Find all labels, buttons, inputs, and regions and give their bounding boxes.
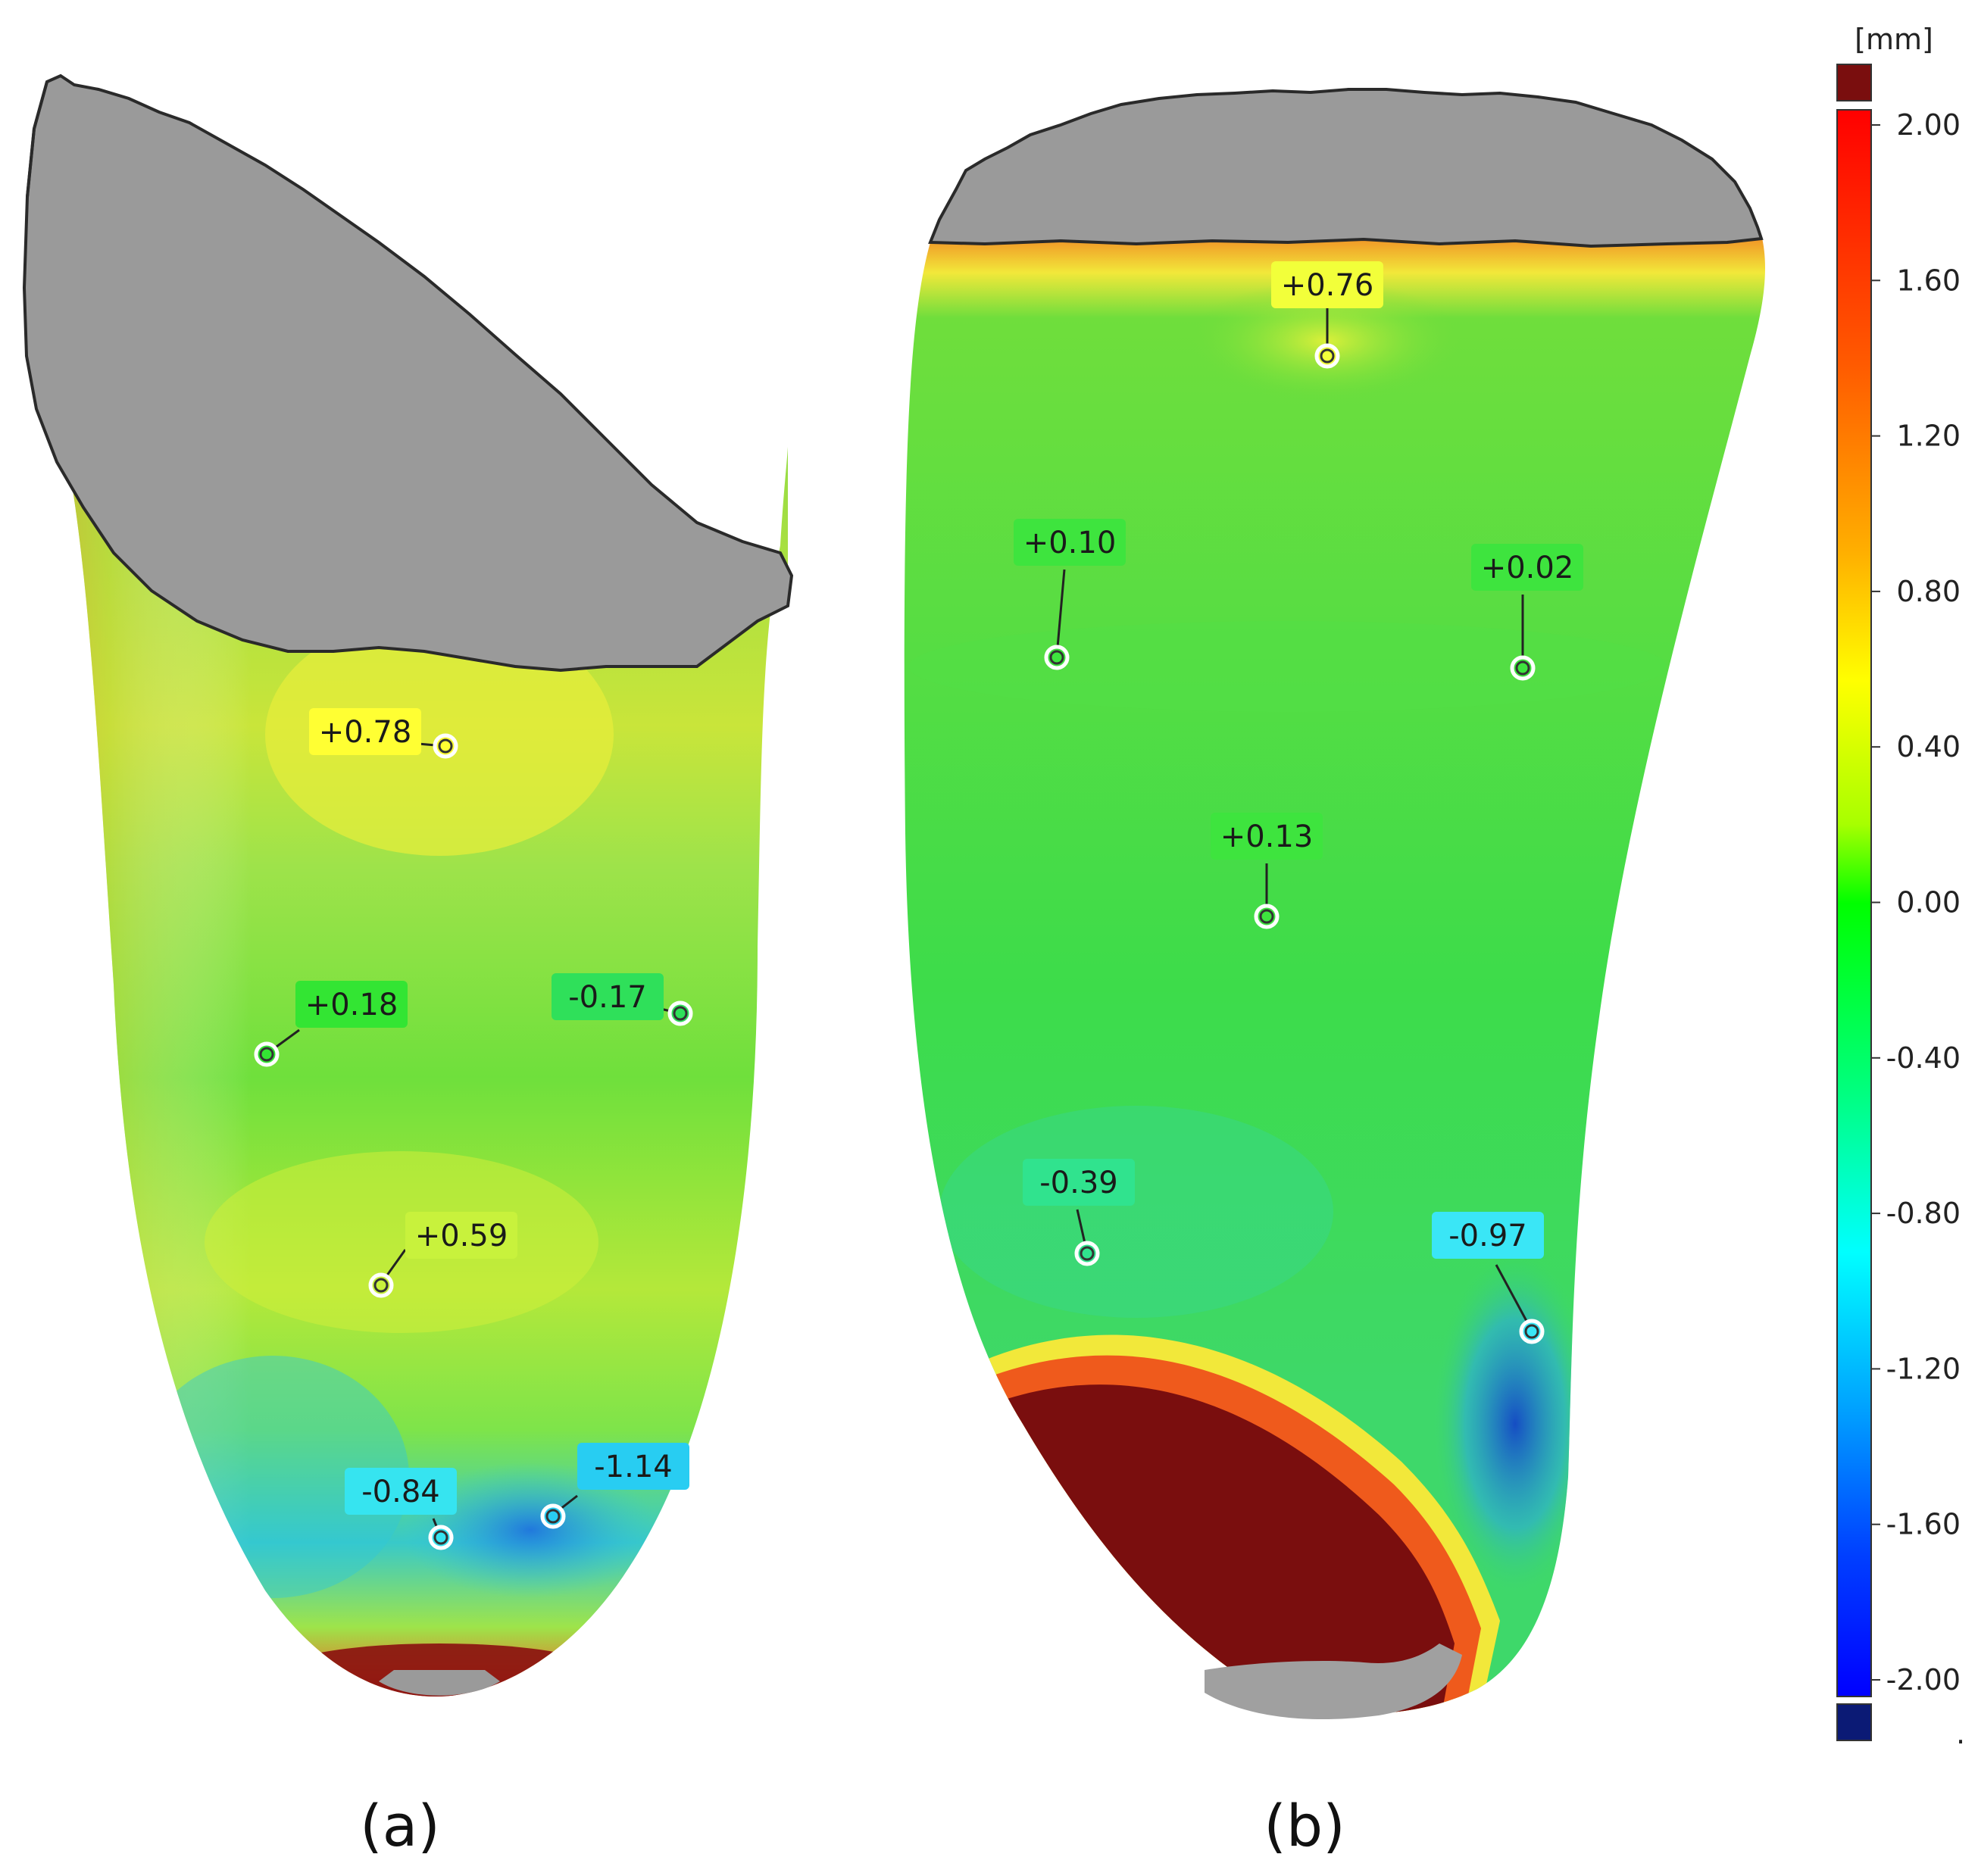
legend-tick-label: -1.20: [1886, 1352, 1961, 1385]
legend-tick-label: 2.00: [1896, 108, 1961, 142]
panel-a-label: (a): [360, 1792, 440, 1859]
panel-b-cut-surface: [928, 88, 1764, 248]
measurement-point-dot: [1320, 348, 1335, 364]
panel-b-label: (b): [1264, 1792, 1345, 1859]
deviation-label-box: [1432, 1212, 1544, 1259]
deviation-label-box: [552, 973, 664, 1020]
deviation-label: -0.97: [1448, 1219, 1527, 1253]
panel-a-annotations: +0.78 +0.18 -0.17 +0.59 -0.84 -1.14: [254, 708, 693, 1550]
legend-overflow-swatch: [1836, 64, 1872, 101]
deviation-label: +0.02: [1481, 551, 1574, 585]
deviation-annotation: -0.17: [552, 973, 693, 1026]
deviation-label: +0.76: [1281, 268, 1374, 303]
measurement-point-dot: [673, 1006, 688, 1021]
deviation-label: -0.17: [568, 980, 647, 1015]
measurement-point-dot: [545, 1509, 561, 1524]
legend-tick-label: 0.80: [1896, 575, 1961, 608]
legend-tick-label: -0.80: [1886, 1197, 1961, 1230]
deviation-label: -0.84: [361, 1475, 440, 1509]
deviation-label-box: [295, 981, 408, 1028]
legend-tick-label: 0.40: [1896, 730, 1961, 763]
legend-tick-label: 1.20: [1896, 420, 1961, 453]
deviation-annotation: +0.02: [1471, 544, 1583, 681]
deviation-label-box: [1271, 261, 1383, 308]
legend-tick-label: 0.00: [1896, 886, 1961, 919]
deviation-label-box: [1211, 813, 1323, 860]
deviation-annotation: +0.13: [1211, 813, 1323, 929]
measurement-point-dot: [259, 1047, 274, 1062]
deviation-label-box: [405, 1212, 517, 1259]
deviation-annotation: -1.14: [540, 1443, 689, 1529]
deviation-label-box: [309, 708, 421, 755]
legend-underflow-swatch: [1836, 1703, 1872, 1741]
deviation-label-box: [1014, 519, 1126, 566]
legend-ticks: 2.00 1.60 1.20 0.80 0.40 0.00 -0.40 -0.80 -1.20 -…: [1871, 108, 1961, 1697]
panel-b-annotations: +0.76 +0.10 +0.02 +0.13 -0.39 -0.97: [1014, 261, 1583, 1344]
legend-tick-label: -1.60: [1886, 1508, 1961, 1541]
deviation-annotation: -0.39: [1023, 1159, 1135, 1266]
deviation-annotation: +0.59: [368, 1212, 517, 1298]
deviation-label: +0.78: [319, 715, 412, 750]
measurement-point-dot: [1259, 909, 1274, 924]
deviation-label: +0.18: [305, 988, 398, 1022]
deviation-annotation: +0.18: [254, 981, 408, 1067]
deviation-annotation: -0.84: [345, 1468, 457, 1550]
deviation-label: +0.59: [415, 1219, 508, 1253]
panel-a-model: [22, 73, 794, 1697]
deviation-label-box: [345, 1468, 457, 1515]
measurement-point-dot: [373, 1278, 389, 1293]
measurement-point-dot: [1049, 650, 1064, 665]
color-legend: [mm] 2.00 1.60 1.20 0.80 0.40 0.00 -0.40 -0.80 -…: [1836, 23, 1965, 1750]
measurement-point-dot: [1515, 660, 1530, 676]
measurement-point-dot: [1524, 1324, 1539, 1339]
panel-b-model: [904, 88, 1765, 1720]
deviation-annotation: +0.10: [1014, 519, 1126, 670]
legend-tick-label: -2.00: [1886, 1663, 1961, 1697]
legend-tick-label: -0.40: [1886, 1041, 1961, 1075]
deviation-label: -1.14: [594, 1450, 673, 1484]
measurement-point-dot: [1080, 1246, 1095, 1261]
deviation-annotation: +0.76: [1271, 261, 1383, 369]
measurement-point-dot: [433, 1530, 448, 1545]
legend-trailing-mark: .: [1956, 1717, 1965, 1750]
deviation-label-box: [577, 1443, 689, 1490]
deviation-annotation: -0.97: [1432, 1212, 1545, 1344]
deviation-label: -0.39: [1039, 1166, 1118, 1200]
legend-color-bar: [1836, 109, 1872, 1697]
legend-unit: [mm]: [1855, 23, 1933, 56]
deviation-label: +0.10: [1023, 526, 1117, 560]
deviation-label: +0.13: [1220, 819, 1314, 854]
deviation-label-box: [1471, 544, 1583, 591]
panel-a-cut-surface: [22, 73, 794, 673]
deviation-annotation: +0.78: [309, 708, 458, 759]
legend-tick-label: 1.60: [1896, 264, 1961, 297]
measurement-point-dot: [438, 738, 453, 754]
deviation-label-box: [1023, 1159, 1135, 1206]
